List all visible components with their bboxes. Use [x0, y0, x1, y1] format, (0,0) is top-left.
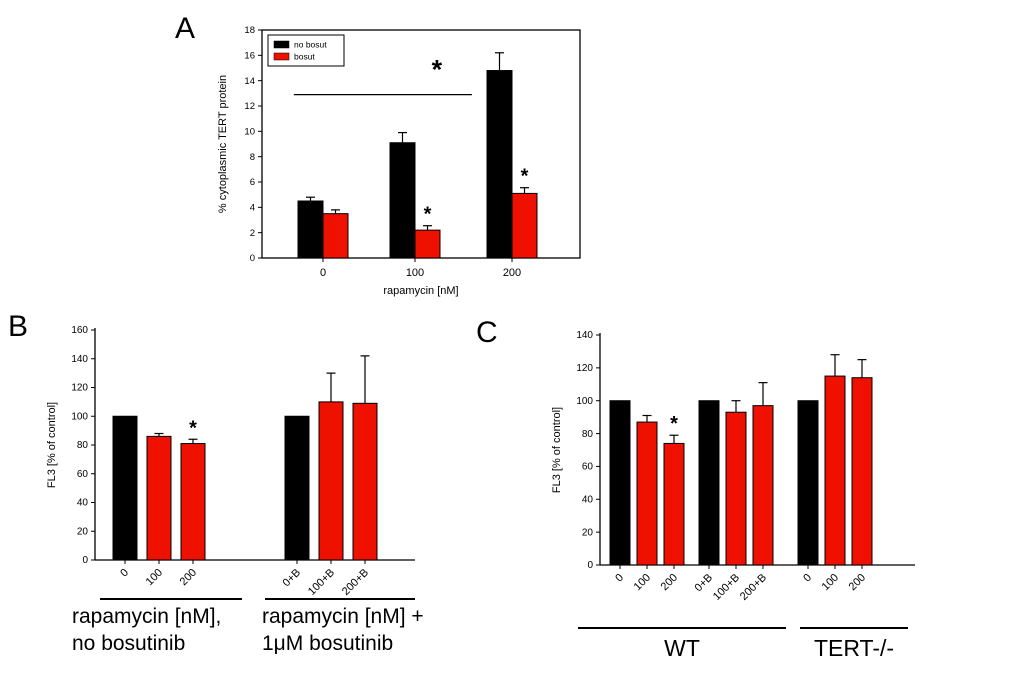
- svg-text:10: 10: [244, 127, 255, 138]
- svg-text:0: 0: [613, 572, 626, 585]
- svg-text:100+B: 100+B: [306, 567, 337, 598]
- panel-b-group2-caption: rapamycin [nM] + 1μM bosutinib: [262, 605, 424, 655]
- svg-text:0: 0: [250, 253, 255, 264]
- svg-text:140: 140: [71, 354, 88, 365]
- panel-a-bar-chart: 0 2 4 6 8 10 12 14 16 18 % cytoplasmic TERT protei…: [217, 25, 581, 297]
- svg-text:200: 200: [503, 267, 521, 279]
- panel-c-tert-caption: TERT-/-: [813, 635, 895, 661]
- svg-text:200: 200: [659, 572, 680, 593]
- svg-text:200+B: 200+B: [340, 567, 371, 598]
- panel-b-group2-underline: [265, 598, 415, 600]
- svg-text:*: *: [189, 417, 197, 439]
- svg-text:40: 40: [582, 494, 594, 505]
- panel-c-wt-underline: [578, 627, 786, 629]
- svg-text:20: 20: [582, 527, 594, 538]
- panel-b-group1-caption: rapamycin [nM], no bosutinib: [72, 605, 222, 655]
- svg-text:0: 0: [320, 267, 326, 279]
- svg-text:100: 100: [406, 267, 424, 279]
- svg-text:12: 12: [244, 101, 255, 112]
- svg-text:60: 60: [582, 462, 594, 473]
- panel-b-group1-underline: [100, 598, 242, 600]
- svg-text:60: 60: [77, 469, 89, 480]
- svg-text:16: 16: [244, 51, 255, 62]
- panel-c-label: C: [476, 316, 498, 349]
- svg-text:0+B: 0+B: [281, 567, 304, 590]
- svg-text:rapamycin [nM]: rapamycin [nM]: [383, 285, 458, 297]
- svg-text:0: 0: [82, 555, 88, 566]
- panel-b-bar-chart: 0 20 40 60 80 100 120 140 160 FL3 [% of control] 0…: [46, 325, 415, 598]
- svg-text:140: 140: [576, 330, 593, 341]
- svg-text:80: 80: [582, 429, 594, 440]
- svg-text:18: 18: [244, 25, 255, 36]
- svg-text:200: 200: [847, 572, 868, 593]
- svg-text:100: 100: [576, 396, 593, 407]
- svg-text:*: *: [670, 413, 678, 435]
- svg-text:80: 80: [77, 440, 89, 451]
- svg-text:100: 100: [820, 572, 841, 593]
- svg-text:*: *: [521, 166, 529, 188]
- svg-text:200+B: 200+B: [738, 572, 769, 603]
- panel-a-label: A: [175, 12, 196, 45]
- panel-b-label: B: [8, 310, 29, 343]
- svg-text:100: 100: [144, 567, 165, 588]
- svg-text:bosut: bosut: [294, 52, 315, 62]
- svg-text:0: 0: [587, 560, 593, 571]
- svg-text:100: 100: [632, 572, 653, 593]
- svg-text:100+B: 100+B: [711, 572, 742, 603]
- svg-text:FL3 [% of control]: FL3 [% of control]: [551, 407, 563, 493]
- svg-text:% cytoplasmic TERT protein: % cytoplasmic TERT protein: [217, 75, 229, 213]
- panel-c-bar-chart: 0 20 40 60 80 100 120 140 FL3 [% of control] 0 100…: [551, 330, 915, 603]
- svg-text:120: 120: [576, 363, 593, 374]
- svg-text:8: 8: [250, 152, 255, 163]
- svg-text:6: 6: [250, 177, 255, 188]
- svg-text:4: 4: [250, 203, 255, 214]
- svg-text:2: 2: [250, 228, 255, 239]
- svg-text:no bosut: no bosut: [294, 40, 327, 50]
- svg-text:40: 40: [77, 498, 89, 509]
- svg-text:200: 200: [178, 567, 199, 588]
- svg-text:0+B: 0+B: [693, 572, 716, 595]
- svg-text:*: *: [432, 55, 443, 85]
- svg-text:*: *: [424, 204, 432, 226]
- svg-text:160: 160: [71, 325, 88, 336]
- svg-text:14: 14: [244, 76, 255, 87]
- svg-text:20: 20: [77, 526, 89, 537]
- svg-text:0: 0: [118, 567, 131, 580]
- panel-c-wt-caption: WT: [664, 635, 700, 661]
- svg-text:FL3 [% of control]: FL3 [% of control]: [46, 402, 58, 488]
- svg-text:100: 100: [71, 411, 88, 422]
- svg-text:120: 120: [71, 383, 88, 394]
- panel-c-tert-underline: [800, 627, 908, 629]
- svg-text:0: 0: [801, 572, 814, 585]
